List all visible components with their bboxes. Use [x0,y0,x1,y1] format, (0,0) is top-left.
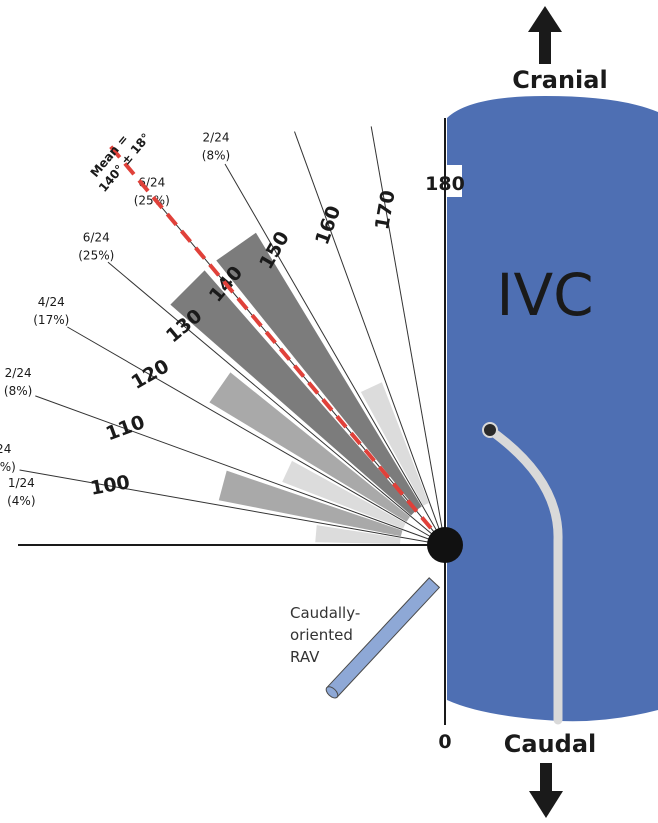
rav-label-line-3: RAV [290,648,320,666]
angle-label-0: 0 [438,731,451,753]
cranial-arrow [528,6,562,64]
catheter [485,425,563,725]
angle-tick-label: 170 [371,189,400,232]
bin-frequency-label: 4/24 (17%) [33,295,69,327]
histogram-wedge [170,270,416,516]
ivc-notch [438,165,462,197]
caudal-arrow-head [529,791,563,818]
histogram-wedge [282,460,406,529]
bin-frequency-labels: 1/24 (4%) 3/24 (13%) 2/24 (8%) 4/24 (17%) 6/24 (2… [0,130,230,508]
angle-rays [19,126,446,546]
ivc-label: IVC [496,261,593,329]
angle-ray [19,469,446,546]
angle-histogram [170,232,429,545]
bin-percent: (17%) [33,313,69,327]
bin-percent: (8%) [4,384,32,398]
rav-opening [325,686,339,699]
bin-percent: (25%) [78,249,114,263]
histogram-wedge [315,525,401,545]
bin-count: 4/24 [38,295,65,309]
bin-count: 3/24 [0,442,11,456]
origin-dot [427,527,463,563]
bin-frequency-label: 6/24(25%) [134,175,170,207]
bin-count: 2/24 [5,366,32,380]
bin-percent: (4%) [7,494,35,508]
ivc-body [447,96,658,722]
angle-tick-label: 110 [103,411,148,445]
bin-frequency-label: 3/24 (13%) [0,442,16,474]
rav-vessel [325,577,441,699]
histogram-wedge [360,382,429,506]
angle-ray [294,131,446,546]
histogram-wedge [209,372,410,522]
catheter-tip [482,422,498,438]
ivc-vessel: IVC [438,96,658,725]
bin-percent: (8%) [202,148,230,162]
angle-label-180: 180 [425,173,465,195]
bin-count: 6/24 [83,231,110,245]
cranial-label: Cranial [512,66,607,94]
angle-ray [224,163,446,546]
bin-percent: (13%) [0,460,16,474]
bin-frequency-label: 6/24 (25%) [78,231,114,263]
bin-frequency-label: 1/24 (4%) [7,476,35,508]
cranial-arrow-head [528,6,562,32]
caudal-arrow-shaft [540,763,552,793]
rav-label-line-1: Caudally- [290,604,360,622]
caudal-arrow [529,763,563,818]
histogram-wedge [218,470,403,537]
angle-tick-label: 120 [128,355,173,394]
cranial-arrow-shaft [539,30,551,64]
histogram-wedge [216,232,422,510]
caudal-label: Caudal [504,730,597,758]
bin-frequency-label: 2/24 (8%) [202,130,230,162]
bin-count: 1/24 [8,476,35,490]
angle-ray [35,395,446,546]
bin-frequency-label: 2/24 (8%) [4,366,32,398]
bin-percent: (25%) [134,193,170,207]
rav-label-line-2: oriented [290,626,353,644]
angle-ray [370,126,446,546]
angle-ray [67,326,446,546]
angle-tick-label: 100 [89,471,132,500]
angle-tick-label: 150 [255,228,294,273]
angle-ray [107,261,446,546]
angle-tick-label: 160 [311,203,345,248]
bin-count: 2/24 [203,130,230,144]
